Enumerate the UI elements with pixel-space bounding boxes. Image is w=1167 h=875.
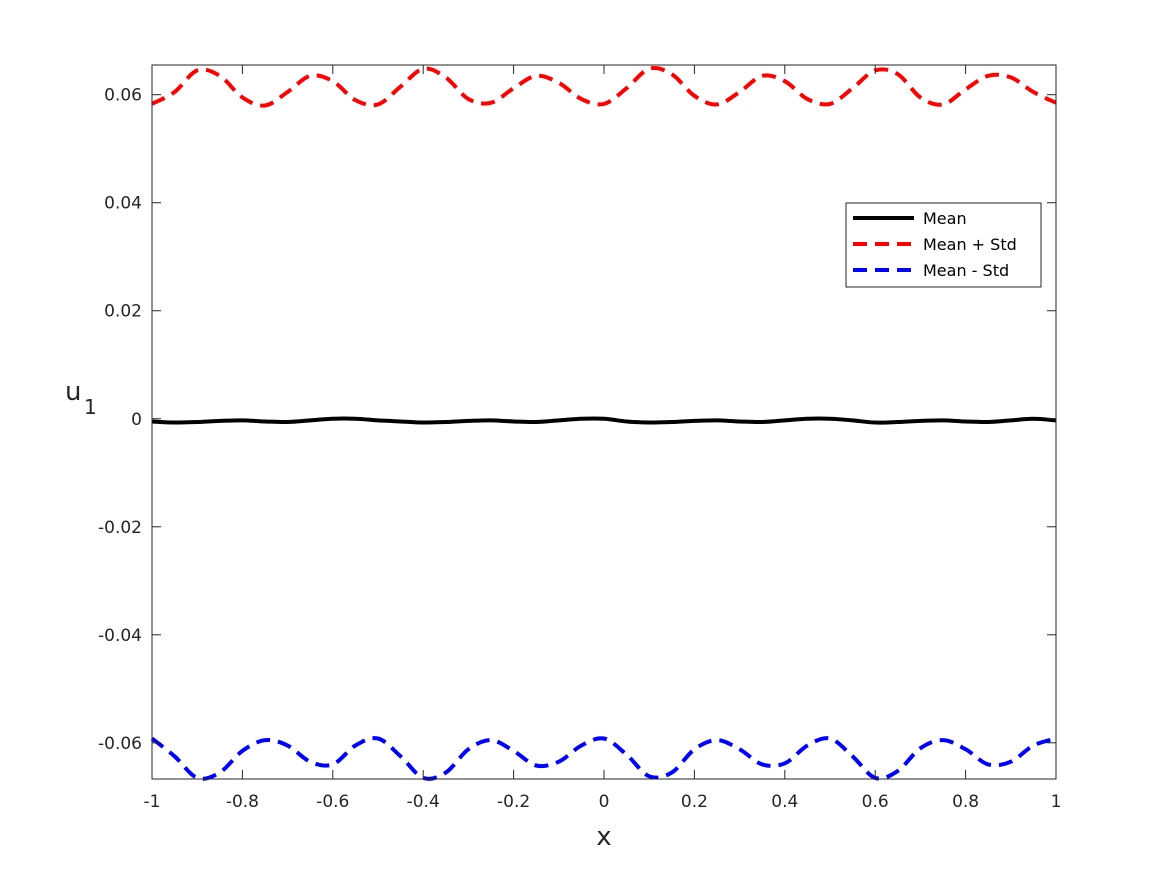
y-axis: -0.06 -0.04 -0.02 0 0.02 0.04 0.06	[98, 86, 1056, 754]
y-tick-label: -0.02	[98, 518, 142, 538]
x-tick-label: 0.6	[862, 792, 889, 812]
legend-label: Mean	[923, 209, 967, 228]
legend-label: Mean + Std	[923, 235, 1017, 254]
y-tick-label: -0.04	[98, 626, 142, 646]
legend: Mean Mean + Std Mean - Std	[845, 202, 1042, 288]
y-tick-label: 0.02	[104, 302, 142, 322]
series-layer	[150, 66, 1057, 781]
y-tick-label: -0.06	[98, 734, 142, 754]
y-axis-label-main: u	[65, 377, 81, 407]
y-tick-label: 0	[131, 410, 142, 430]
legend-label: Mean - Std	[923, 261, 1009, 280]
y-axis-label-subscript: 1	[84, 395, 97, 419]
x-tick-label: 1	[1051, 792, 1062, 812]
x-tick-label: 0.2	[681, 792, 708, 812]
x-tick-label: -0.4	[407, 792, 440, 812]
x-tick-label: -1	[144, 792, 161, 812]
x-tick-label: 0	[599, 792, 610, 812]
y-tick-label: 0.04	[104, 194, 142, 214]
series-line-2	[151, 66, 1057, 108]
y-axis-label: u 1	[65, 377, 97, 419]
y-tick-label: 0.06	[104, 86, 142, 106]
x-axis-label: x	[596, 822, 611, 852]
x-tick-label: 0.8	[952, 792, 979, 812]
x-tick-label: -0.8	[226, 792, 259, 812]
series-line-3	[150, 736, 1057, 781]
series-line-1	[151, 416, 1057, 425]
x-tick-label: -0.6	[316, 792, 349, 812]
x-tick-label: -0.2	[497, 792, 530, 812]
x-tick-label: 0.4	[771, 792, 798, 812]
x-axis: -1 -0.8 -0.6 -0.4 -0.2 0 0.2 0.4 0.6 0.8 1	[144, 65, 1062, 812]
